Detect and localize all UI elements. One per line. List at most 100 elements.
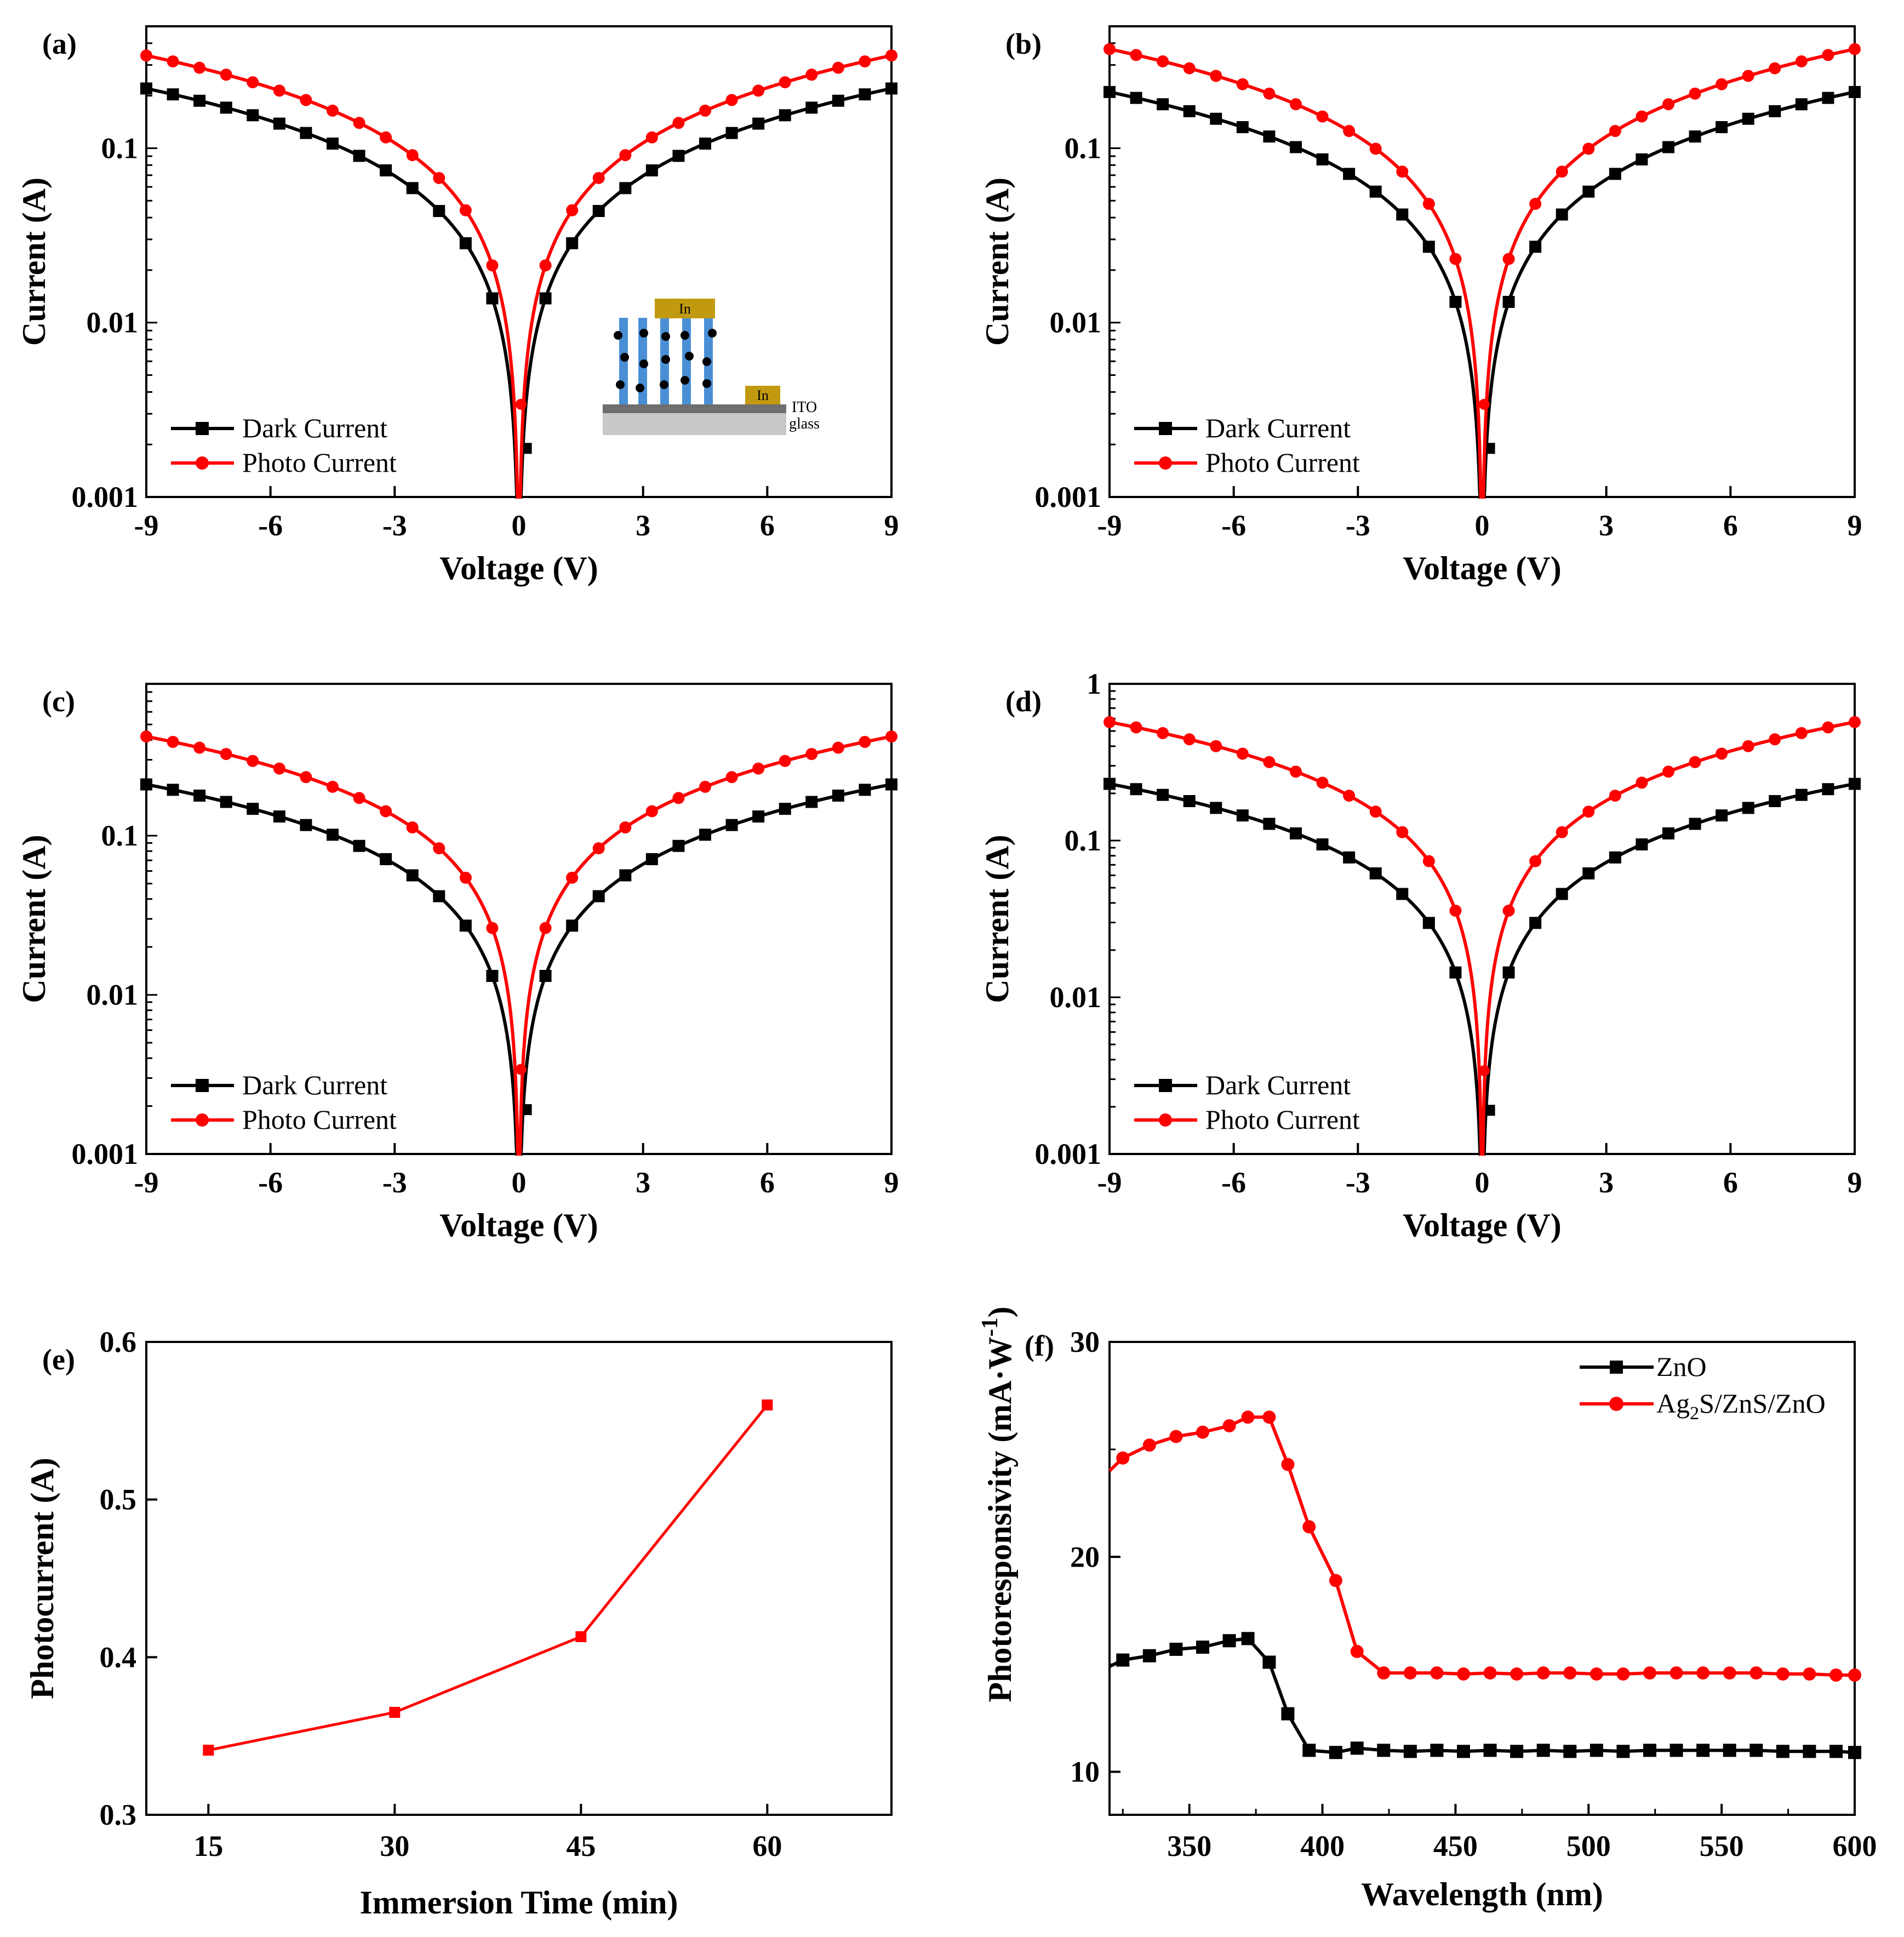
data-point: [140, 49, 152, 62]
data-point: [273, 117, 285, 130]
panel-d: -9 -6 -3 0 3 6 9 0.001 0.01 0.1 1 Voltage (V) Curren…: [979, 667, 1862, 1243]
data-point: [725, 771, 738, 784]
data-point: [645, 853, 658, 865]
data-point: [459, 237, 472, 249]
x-tick-label: 600: [1833, 1830, 1877, 1862]
data-point: [1662, 141, 1674, 153]
data-point: [1210, 70, 1222, 82]
data-point: [515, 398, 527, 410]
legend-marker: [1159, 456, 1172, 470]
data-point: [1742, 112, 1754, 125]
nanoparticle: [639, 359, 648, 368]
x-tick-label: -6: [258, 1166, 283, 1199]
nanoparticle: [708, 329, 717, 338]
legend-entry: Dark Current: [171, 413, 387, 443]
data-point: [1196, 1641, 1209, 1654]
x-tick-label: 3: [1599, 509, 1614, 542]
data-point: [752, 762, 765, 775]
data-point: [327, 780, 339, 793]
data-point: [645, 131, 658, 144]
y-tick-label: 0.6: [100, 1325, 137, 1358]
data-point: [566, 204, 579, 216]
legend-entry: Dark Current: [171, 1070, 387, 1100]
data-point: [1222, 1634, 1236, 1648]
data-point: [1449, 905, 1462, 917]
legend-marker: [1609, 1397, 1623, 1411]
y-axis-label: Photoresponsivity (mA·W-1): [977, 1306, 1018, 1702]
x-tick-label: -9: [134, 509, 159, 542]
data-point: [1157, 55, 1169, 67]
data-point: [1183, 105, 1196, 117]
data-point: [1116, 1653, 1130, 1667]
data-point: [1478, 398, 1490, 410]
data-point: [1130, 783, 1142, 796]
data-point: [1290, 98, 1302, 111]
data-point: [762, 1399, 773, 1411]
data-point: [1556, 888, 1568, 900]
x-tick-label: -9: [1097, 509, 1122, 542]
y-axis-label: Current (A): [16, 835, 52, 1003]
data-point: [1403, 1745, 1417, 1758]
data-point: [380, 164, 392, 176]
data-point: [1422, 855, 1435, 867]
data-point: [699, 828, 711, 841]
x-tick-label: -3: [1346, 1166, 1370, 1199]
data-point: [273, 84, 285, 97]
data-point: [1829, 1745, 1843, 1758]
data-point: [1290, 141, 1302, 153]
x-tick-label: 9: [1848, 1166, 1862, 1199]
data-point: [1302, 1520, 1316, 1534]
legend-entry: ZnO: [1580, 1351, 1707, 1382]
x-tick-label: 500: [1566, 1830, 1611, 1862]
data-point: [1795, 727, 1808, 739]
data-point: [380, 805, 392, 818]
x-tick-label: 30: [380, 1830, 409, 1862]
y-axis-label: Current (A): [16, 178, 52, 346]
y-tick-label: 0.1: [1065, 824, 1102, 857]
data-point: [193, 741, 206, 754]
data-point: [1589, 1744, 1603, 1757]
data-point: [1795, 788, 1808, 801]
nanoparticle: [614, 331, 622, 340]
data-point: [1696, 1666, 1710, 1680]
panel-label: (f): [1025, 1329, 1054, 1362]
data-point: [1716, 121, 1728, 134]
nanoparticle: [661, 355, 670, 364]
y-tick-label: 20: [1070, 1540, 1100, 1573]
x-tick-label: -3: [1346, 509, 1370, 542]
data-point: [1196, 1425, 1209, 1439]
legend-label: Dark Current: [1205, 413, 1351, 443]
data-point: [1142, 1649, 1156, 1662]
data-point: [1609, 125, 1621, 138]
data-point: [1803, 1745, 1816, 1758]
x-axis-label: Voltage (V): [1403, 1207, 1561, 1243]
data-point: [1377, 1744, 1391, 1757]
data-point: [1396, 165, 1409, 178]
data-point: [1749, 1744, 1763, 1757]
data-point: [672, 150, 685, 162]
data-point: [1689, 818, 1701, 830]
data-point: [1563, 1745, 1577, 1758]
data-point: [1183, 795, 1196, 807]
y-axis-label: Current (A): [979, 835, 1015, 1003]
data-point: [193, 94, 206, 107]
data-point: [1449, 966, 1462, 979]
data-point: [433, 205, 445, 218]
data-point: [1130, 721, 1142, 734]
x-tick-label: 0: [512, 1166, 527, 1199]
legend-entry: Photo Current: [1134, 1104, 1360, 1135]
data-point: [1169, 1430, 1183, 1443]
data-point: [1529, 917, 1542, 929]
data-point: [1236, 809, 1249, 822]
data-point: [273, 810, 285, 823]
x-axis-label: Voltage (V): [439, 1207, 598, 1243]
legend-label: Ag2S/ZnS/ZnO: [1656, 1388, 1826, 1424]
data-point: [1556, 208, 1568, 221]
series-line: [208, 1404, 769, 1752]
data-point: [539, 922, 552, 934]
data-point: [1609, 168, 1621, 180]
data-point: [220, 101, 232, 114]
panel-e: 15 30 45 60 0.3 0.4 0.5 0.6 Immersion Time (min)…: [24, 1325, 893, 1921]
data-point: [752, 117, 765, 130]
